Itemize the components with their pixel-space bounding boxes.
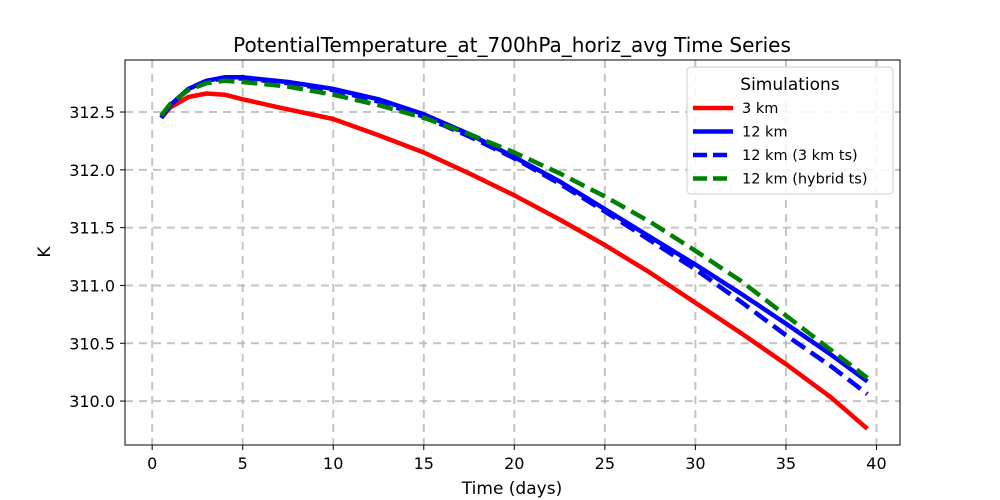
series-layer: [159, 75, 869, 431]
x-axis-label: Time (days): [461, 479, 562, 499]
legend-title: Simulations: [740, 75, 840, 95]
x-tick-label: 40: [866, 454, 886, 473]
y-tick-label: 312.0: [69, 161, 115, 180]
plot-frame: [124, 59, 901, 446]
x-tick-label: 0: [147, 454, 157, 473]
x-tick-label: 5: [238, 454, 248, 473]
x-tick-label: 25: [595, 454, 615, 473]
legend-entries: 3 km 12 km 12 km (3 km ts) 12 km (hybrid ts…: [693, 101, 868, 188]
series-line-12-km-hybrid-ts: [159, 78, 869, 380]
y-tick-label: 310.5: [69, 334, 115, 353]
x-tick-label: 20: [504, 454, 524, 473]
legend-label-12-km: 12 km: [742, 125, 788, 141]
legend-label-12-km-hybrid-ts: 12 km (hybrid ts): [742, 172, 868, 188]
y-tick-label: 311.5: [69, 219, 115, 238]
y-tick-label: 311.0: [69, 276, 115, 295]
x-tick-label: 30: [685, 454, 705, 473]
legend-box: [686, 66, 894, 195]
y-tick-label: 310.0: [69, 392, 115, 411]
chart-title: PotentialTemperature_at_700hPa_horiz_avg…: [233, 33, 791, 57]
legend: Simulations 3 km 12 km 12 km (3 km ts) 12 k…: [686, 66, 894, 195]
legend-label-12-km-3-km-ts: 12 km (3 km ts): [742, 148, 858, 164]
x-tick-label: 35: [776, 454, 796, 473]
x-tick-label: 10: [323, 454, 343, 473]
y-axis-label: K: [35, 246, 55, 258]
y-tick-label: 312.5: [69, 103, 115, 122]
x-tick-label: 15: [414, 454, 434, 473]
series-line-3-km: [159, 91, 869, 431]
axis-ticks: 0 5 10 15 20 25 30 35 40 310.0 310.5 311.0 311.5 312.…: [69, 103, 886, 473]
legend-label-3-km: 3 km: [742, 101, 778, 117]
